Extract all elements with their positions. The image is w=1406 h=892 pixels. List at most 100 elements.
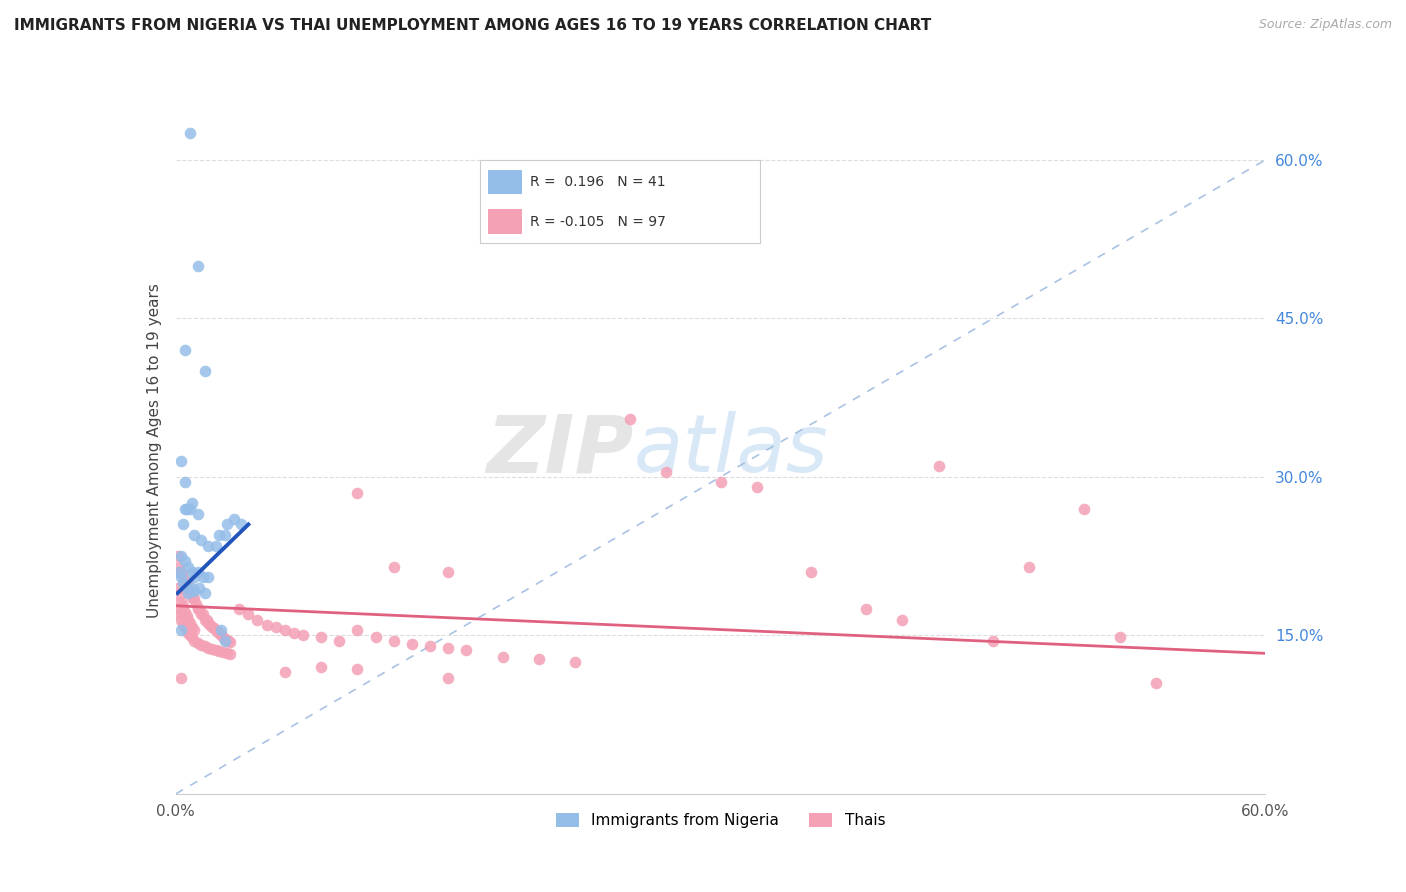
Point [183, 591, 205, 606]
Point [176, 623, 198, 637]
Point [172, 575, 194, 590]
Point [217, 633, 239, 648]
Point [564, 655, 586, 669]
Point [173, 605, 195, 619]
Point [194, 364, 217, 378]
Text: IMMIGRANTS FROM NIGERIA VS THAI UNEMPLOYMENT AMONG AGES 16 TO 19 YEARS CORRELATI: IMMIGRANTS FROM NIGERIA VS THAI UNEMPLOY… [14, 18, 931, 33]
Point [170, 549, 193, 563]
Point [208, 626, 231, 640]
Point [1146, 676, 1168, 690]
Point [215, 632, 238, 647]
Bar [488, 210, 522, 235]
Point [166, 549, 188, 563]
Point [181, 565, 204, 579]
Point [214, 632, 236, 646]
Point [177, 559, 200, 574]
Point [188, 581, 211, 595]
Point [179, 127, 201, 141]
Point [855, 602, 877, 616]
Point [981, 633, 1004, 648]
Point [274, 665, 297, 680]
Point [219, 634, 242, 648]
Point [177, 626, 200, 640]
Point [800, 565, 823, 579]
Point [215, 646, 238, 660]
Point [170, 570, 193, 584]
Point [619, 411, 641, 425]
Point [208, 644, 231, 658]
Point [1073, 501, 1095, 516]
Point [179, 501, 201, 516]
Text: R =  0.196   N = 41: R = 0.196 N = 41 [530, 175, 666, 189]
Point [382, 559, 405, 574]
Point [183, 584, 205, 599]
Point [170, 671, 193, 685]
Point [190, 638, 212, 652]
Point [176, 581, 198, 595]
Point [166, 581, 188, 595]
Point [1109, 631, 1132, 645]
Point [401, 637, 423, 651]
Y-axis label: Unemployment Among Ages 16 to 19 years: Unemployment Among Ages 16 to 19 years [146, 283, 162, 618]
Point [172, 517, 194, 532]
Point [655, 465, 678, 479]
Point [169, 565, 191, 579]
Point [346, 662, 368, 676]
Point [209, 623, 232, 637]
Text: Source: ZipAtlas.com: Source: ZipAtlas.com [1258, 18, 1392, 31]
Point [176, 501, 198, 516]
Point [166, 602, 188, 616]
Point [456, 643, 478, 657]
Point [170, 454, 193, 468]
Point [183, 633, 205, 648]
Point [328, 633, 350, 648]
Text: atlas: atlas [633, 411, 828, 490]
Point [181, 620, 204, 634]
Point [172, 599, 194, 613]
Point [173, 620, 195, 634]
Point [200, 617, 222, 632]
Point [181, 496, 204, 510]
Point [231, 517, 253, 532]
Point [382, 633, 405, 648]
Point [214, 633, 236, 648]
Point [283, 626, 305, 640]
Point [207, 625, 229, 640]
Point [173, 343, 195, 357]
Point [197, 570, 219, 584]
Point [172, 617, 194, 632]
Point [191, 570, 214, 584]
Point [183, 528, 205, 542]
Point [197, 539, 219, 553]
Point [212, 631, 235, 645]
Point [176, 609, 198, 624]
Point [201, 642, 224, 657]
Point [309, 660, 332, 674]
Point [191, 607, 214, 622]
Text: R = -0.105   N = 97: R = -0.105 N = 97 [530, 215, 666, 229]
Point [209, 628, 232, 642]
Point [274, 623, 297, 637]
Point [204, 623, 226, 637]
Point [194, 639, 217, 653]
Point [928, 459, 950, 474]
Point [197, 641, 219, 656]
Point [179, 615, 201, 630]
Point [256, 617, 278, 632]
Point [309, 631, 332, 645]
Point [176, 575, 198, 590]
Point [184, 597, 207, 611]
Point [181, 631, 204, 645]
Legend: Immigrants from Nigeria, Thais: Immigrants from Nigeria, Thais [550, 807, 891, 834]
Point [346, 623, 368, 637]
Point [364, 631, 387, 645]
Point [173, 554, 195, 568]
Bar [488, 169, 522, 194]
Point [214, 528, 236, 542]
Point [527, 651, 550, 665]
Point [1018, 559, 1040, 574]
Point [169, 588, 191, 602]
Point [190, 533, 212, 548]
Point [170, 623, 193, 637]
Point [212, 645, 235, 659]
